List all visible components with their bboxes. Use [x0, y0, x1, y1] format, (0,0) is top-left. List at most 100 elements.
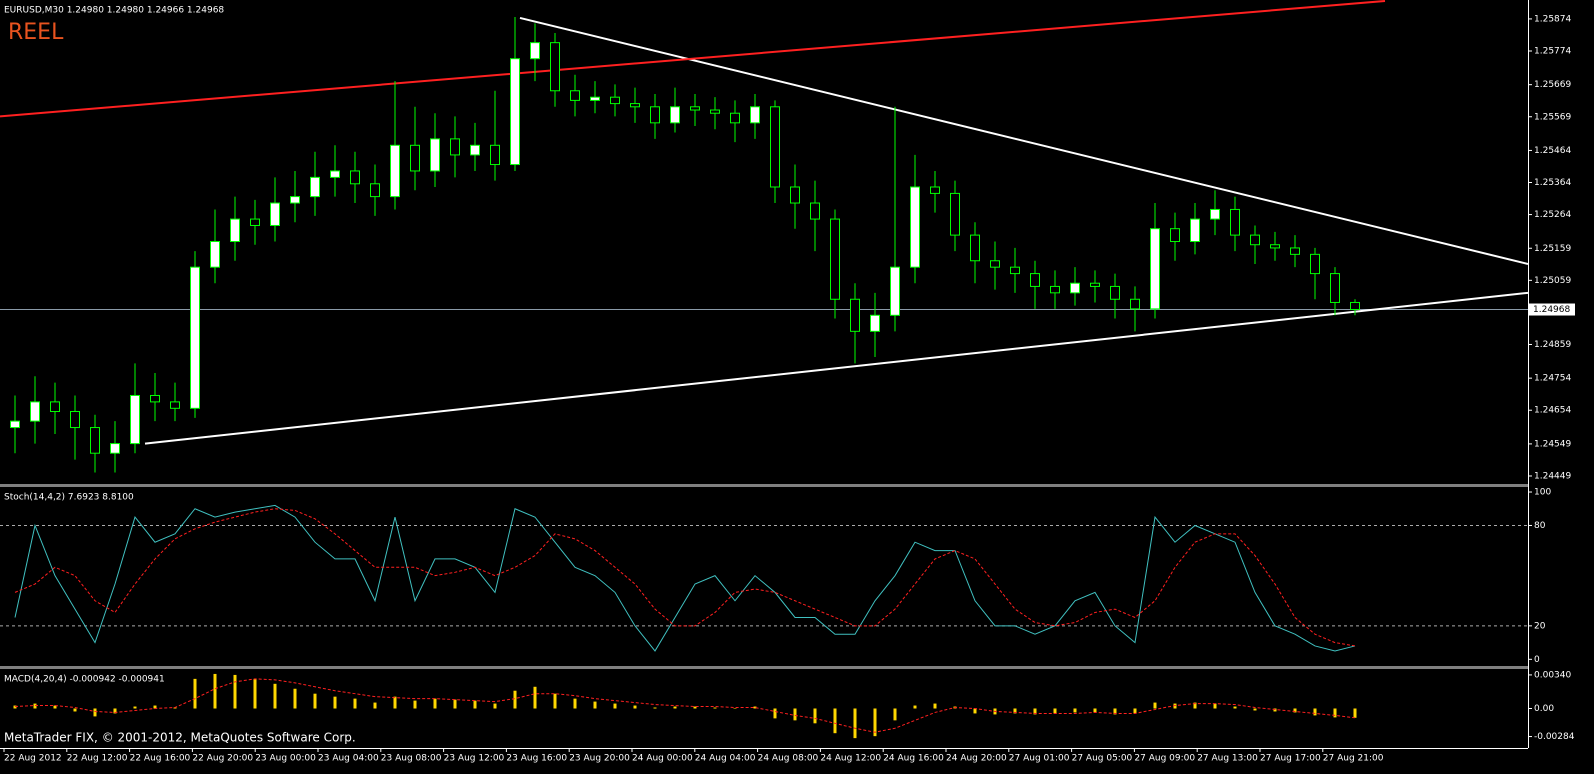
macd-bar: [313, 693, 317, 709]
y-tick-label: 1.25874: [1534, 14, 1571, 24]
candle-body: [830, 218, 840, 300]
x-tick-label: 22 Aug 20:00: [192, 754, 253, 764]
candle-body: [990, 260, 1000, 268]
candle-body: [70, 411, 80, 429]
candle-body: [1110, 285, 1120, 300]
trendline: [0, 0, 1386, 118]
candle-body: [570, 90, 580, 101]
macd-bar: [1053, 708, 1057, 714]
candle-body: [730, 112, 740, 124]
indicator-line: [14, 504, 1356, 652]
candle-body: [1090, 282, 1100, 287]
trendline: [144, 291, 1528, 445]
candle-body: [850, 298, 860, 332]
y-tick-label: 1.24449: [1534, 471, 1571, 481]
candle-body: [370, 183, 380, 198]
x-tick-label: 24 Aug 12:00: [820, 754, 881, 764]
candle-body: [630, 103, 640, 108]
y-tick-label: 20: [1534, 621, 1546, 631]
macd-bar: [1213, 703, 1217, 709]
macd-bar: [1293, 708, 1297, 713]
x-tick-label: 24 Aug 16:00: [883, 754, 944, 764]
macd-bar: [1253, 708, 1257, 711]
candle-body: [950, 192, 960, 236]
stoch-title: Stoch(14,4,2) 7.6923 8.8100: [4, 493, 134, 503]
macd-bar: [753, 706, 757, 709]
y-tick-label: 100: [1534, 488, 1551, 498]
candle-body: [1170, 228, 1180, 243]
candle-body: [1010, 266, 1020, 275]
macd-bar: [473, 700, 477, 709]
candle-body: [670, 106, 680, 124]
candle-body: [770, 106, 780, 188]
candle-body: [1270, 244, 1280, 249]
macd-bar: [213, 673, 217, 709]
macd-bar: [153, 705, 157, 709]
macd-bar: [373, 702, 377, 709]
panel-separator: [0, 484, 1528, 487]
candle-body: [210, 241, 220, 268]
x-tick-label: 24 Aug 04:00: [695, 754, 756, 764]
y-tick-label: 1.25364: [1534, 178, 1571, 188]
candle-body: [710, 109, 720, 114]
x-tick-label: 23 Aug 00:00: [255, 754, 316, 764]
candle-body: [1150, 228, 1160, 310]
candle-body: [350, 170, 360, 185]
candle-body: [30, 401, 40, 422]
y-tick-label: 1.24654: [1534, 406, 1571, 416]
y-tick-label: 1.24754: [1534, 374, 1571, 384]
candle-body: [530, 42, 540, 60]
y-tick-label: 1.25264: [1534, 210, 1571, 220]
candle-body: [1030, 273, 1040, 287]
macd-bar: [933, 703, 937, 709]
y-tick-label: 1.24859: [1534, 340, 1571, 350]
macd-bar: [553, 693, 557, 709]
chart-title: EURUSD,M30 1.24980 1.24980 1.24966 1.249…: [4, 6, 224, 16]
macd-title: MACD(4,20,4) -0.000942 -0.000941: [4, 675, 165, 685]
candle-body: [650, 106, 660, 124]
macd-bar: [693, 706, 697, 709]
macd-bar: [353, 698, 357, 709]
y-tick-label: 1.25059: [1534, 276, 1571, 286]
candle-body: [170, 401, 180, 409]
candle-body: [910, 186, 920, 268]
macd-bar: [433, 698, 437, 709]
macd-bar: [873, 708, 877, 737]
macd-bar: [773, 708, 777, 719]
annotation: REEL: [8, 20, 64, 45]
candle-body: [610, 96, 620, 105]
candle-body: [750, 106, 760, 124]
macd-bar: [1073, 708, 1077, 713]
macd-bar: [1113, 708, 1117, 715]
candle-body: [590, 96, 600, 101]
candle-body: [470, 144, 480, 156]
x-tick-label: 27 Aug 01:00: [1009, 754, 1070, 764]
candle-body: [690, 106, 700, 111]
x-tick-label: 23 Aug 08:00: [381, 754, 442, 764]
macd-bar: [1013, 708, 1017, 714]
candle-body: [1310, 253, 1320, 275]
candle-body: [1190, 218, 1200, 243]
y-tick-label: 80: [1534, 521, 1546, 531]
candle-body: [550, 42, 560, 92]
macd-bar: [193, 678, 197, 709]
candle-body: [1250, 234, 1260, 246]
signal-line: [14, 678, 1356, 733]
x-tick-label: 27 Aug 09:00: [1134, 754, 1195, 764]
macd-bar: [253, 678, 257, 709]
macd-bar: [813, 708, 817, 724]
macd-bar: [93, 708, 97, 717]
y-tick-label: 1.25669: [1534, 80, 1571, 90]
macd-bar: [1313, 708, 1317, 716]
macd-bar: [1153, 702, 1157, 709]
y-tick-label: 1.25774: [1534, 46, 1571, 56]
candle-body: [290, 196, 300, 204]
y-tick-label: -0.00284: [1534, 732, 1575, 742]
macd-bar: [1133, 708, 1137, 714]
macd-bar: [733, 708, 737, 709]
x-tick-label: 22 Aug 2012: [4, 754, 62, 764]
macd-bar: [293, 688, 297, 709]
macd-bar: [493, 703, 497, 709]
